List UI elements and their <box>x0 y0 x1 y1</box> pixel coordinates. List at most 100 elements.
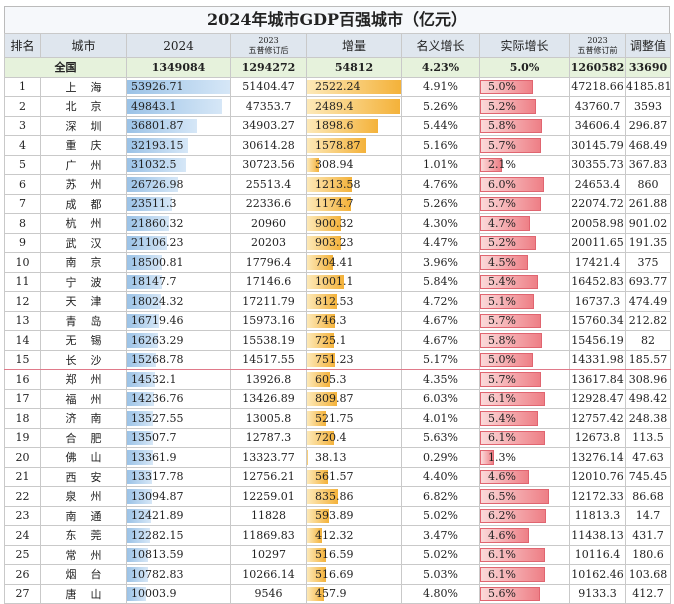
cell-text: 6.0% <box>488 177 516 191</box>
cell-text: 25 <box>15 548 30 562</box>
value-bar <box>127 489 152 504</box>
cell-text: 17 <box>15 392 30 406</box>
value-bar <box>480 79 534 94</box>
value-bar <box>307 274 345 289</box>
column-header: 2024 <box>126 33 231 58</box>
cell-text: 10003.9 <box>131 587 177 601</box>
data-cell: 18147.7 <box>126 271 231 292</box>
cell-text: 47218.66 <box>571 80 624 94</box>
value-bar <box>480 313 541 328</box>
data-cell: 521.75 <box>306 408 402 429</box>
value-bar <box>127 157 187 172</box>
total-cell: 1294272 <box>230 57 307 78</box>
cell-text: 751.23 <box>315 353 354 367</box>
data-cell: 49843.1 <box>126 96 231 117</box>
value-bar <box>480 274 538 289</box>
cell-text: 4.23% <box>421 60 460 74</box>
cell-text: 30145.79 <box>571 138 624 152</box>
header-year: 2023 <box>258 35 279 45</box>
data-cell: 51404.47 <box>230 76 307 97</box>
data-cell: 24 <box>4 525 41 546</box>
cell-text: 516.59 <box>315 548 354 562</box>
value-bar <box>307 157 319 172</box>
cell-text: 30355.73 <box>571 158 624 172</box>
data-cell: 1 <box>4 76 41 97</box>
value-bar <box>307 547 327 562</box>
data-cell: 308.94 <box>306 154 402 175</box>
data-cell: 5.4% <box>479 408 570 429</box>
data-cell: 11869.83 <box>230 525 307 546</box>
cell-text: 9133.3 <box>578 587 617 601</box>
cell-text: 49843.1 <box>131 99 177 113</box>
cell-text: 6.1% <box>488 548 516 562</box>
value-bar <box>127 567 148 582</box>
cell-text: 唐山 <box>65 587 116 601</box>
value-bar <box>480 372 541 387</box>
value-bar <box>307 586 325 601</box>
data-cell: 10813.59 <box>126 544 231 565</box>
data-cell: 5.4% <box>479 271 570 292</box>
data-cell: 6.1% <box>479 427 570 448</box>
cell-text: 4.6% <box>488 528 516 542</box>
city-row: 24 东莞 12282.15 11869.83 412.32 3.47% 4.6% 11438… <box>4 525 671 546</box>
cell-text: 0.29% <box>423 450 458 464</box>
data-cell: 5.7% <box>479 193 570 214</box>
cell-text: 长沙 <box>65 353 116 367</box>
data-cell: 412.32 <box>306 525 402 546</box>
data-cell: 185.57 <box>625 349 671 370</box>
cell-text: 13507.7 <box>131 431 177 445</box>
data-cell: 17 <box>4 388 41 409</box>
cell-text: 812.53 <box>315 294 354 308</box>
cell-text: 13926.8 <box>245 372 292 386</box>
data-cell: 13926.8 <box>230 369 307 390</box>
data-cell: 10162.46 <box>569 564 626 585</box>
data-cell: 5.03% <box>401 564 480 585</box>
city-cell: 青岛 <box>40 310 127 331</box>
cell-text: 1213.58 <box>315 177 361 191</box>
city-row: 8 杭州 21860.32 20960 900.32 4.30% 4.7% 20058.98 9… <box>4 213 671 234</box>
data-cell: 4.67% <box>401 310 480 331</box>
data-cell: 4.5% <box>479 252 570 273</box>
value-bar <box>480 567 546 582</box>
column-header: 2023 五普修订后 <box>230 33 307 58</box>
cell-text: 上海 <box>65 80 116 94</box>
data-cell: 720.4 <box>306 427 402 448</box>
cell-text: 1.3% <box>488 450 516 464</box>
data-cell: 693.77 <box>625 271 671 292</box>
cell-text: 43760.7 <box>574 99 621 113</box>
column-header: 实际增长 <box>479 33 570 58</box>
value-bar <box>127 430 153 445</box>
cell-text: 10266.14 <box>242 567 295 581</box>
data-cell: 4.40% <box>401 466 480 487</box>
city-cell: 上海 <box>40 76 127 97</box>
cell-text: 113.5 <box>632 431 664 445</box>
data-cell: 212.82 <box>625 310 671 331</box>
data-cell: 261.88 <box>625 193 671 214</box>
cell-text: 296.87 <box>628 119 668 133</box>
data-cell: 12928.47 <box>569 388 626 409</box>
cell-text: 516.69 <box>315 567 354 581</box>
cell-text: 212.82 <box>628 314 668 328</box>
value-bar <box>307 450 309 465</box>
value-bar <box>127 352 157 367</box>
value-bar <box>307 372 330 387</box>
data-cell: 4.30% <box>401 213 480 234</box>
data-cell: 5.8% <box>479 115 570 136</box>
city-row: 10 南京 18500.81 17796.4 704.41 3.96% 4.5% 17421.… <box>4 252 671 273</box>
column-header: 排名 <box>4 33 41 58</box>
data-cell: 113.5 <box>625 427 671 448</box>
cell-text: 191.35 <box>628 236 668 250</box>
data-cell: 12282.15 <box>126 525 231 546</box>
value-bar <box>480 528 530 543</box>
cell-text: 725.1 <box>315 333 347 347</box>
city-row: 20 佛山 13361.9 13323.77 38.13 0.29% 1.3% 13276.1… <box>4 447 671 468</box>
data-cell: 22 <box>4 486 41 507</box>
data-cell: 16737.3 <box>569 291 626 312</box>
data-cell: 746.3 <box>306 310 402 331</box>
value-bar <box>480 430 546 445</box>
data-cell: 15268.78 <box>126 349 231 370</box>
cell-text: 13317.78 <box>131 470 184 484</box>
cell-text: 11 <box>15 275 30 289</box>
cell-text: 720.4 <box>315 431 347 445</box>
